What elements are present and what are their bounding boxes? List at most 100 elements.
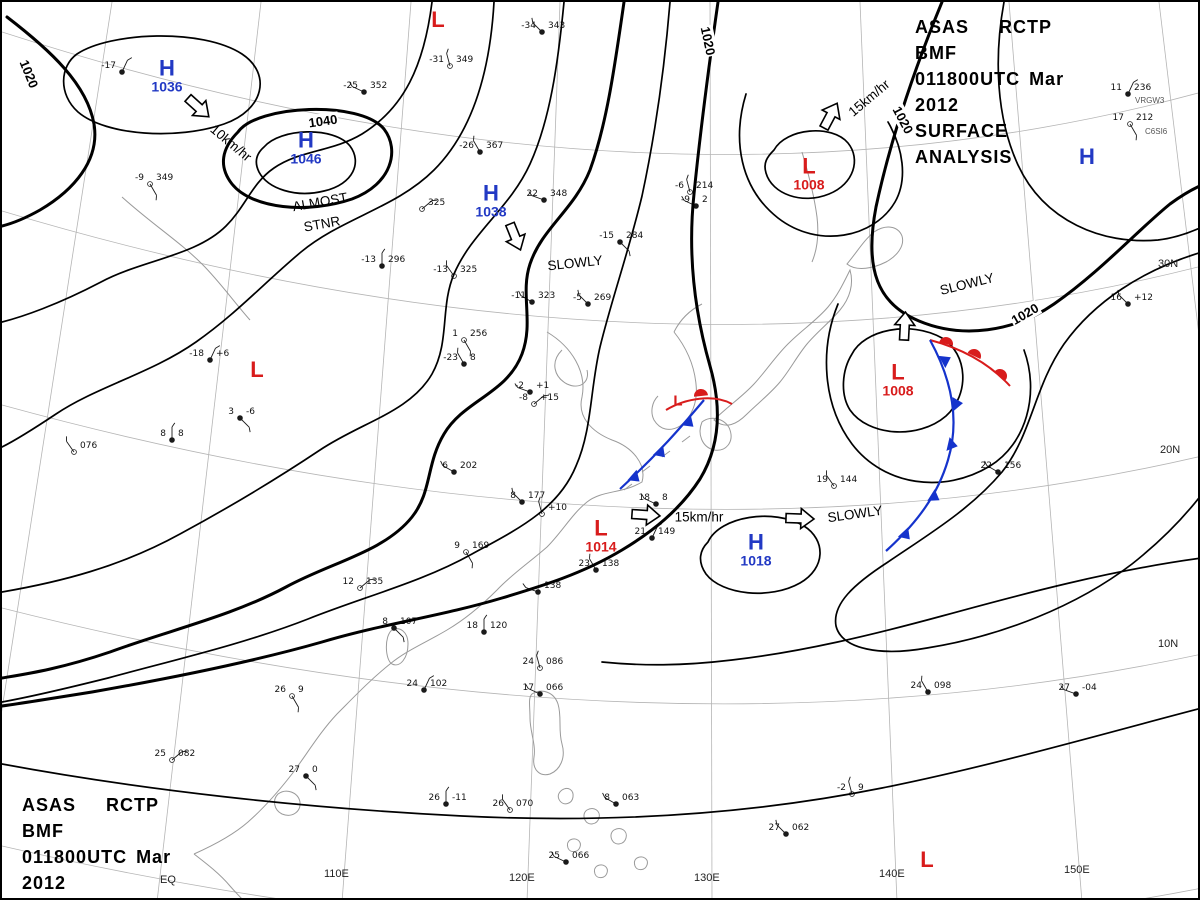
svg-text:+10: +10 (548, 503, 567, 513)
svg-text:149: 149 (658, 527, 675, 537)
svg-text:214: 214 (696, 181, 713, 191)
svg-text:-11: -11 (452, 793, 467, 803)
isobar (2, 15, 97, 228)
svg-text:8: 8 (604, 793, 610, 803)
svg-text:-34: -34 (521, 21, 536, 31)
station-plot: 22 156 (981, 460, 1021, 475)
svg-text:120: 120 (490, 621, 507, 631)
station-plot: 16 +12 (1111, 289, 1153, 307)
coastline (633, 856, 648, 871)
coastline (529, 690, 564, 776)
station-plot: -15 284 (599, 231, 643, 257)
isobar (222, 108, 394, 209)
svg-text:269: 269 (594, 293, 611, 303)
svg-text:169: 169 (472, 541, 489, 551)
station-plot: 23 138 (579, 553, 619, 573)
coastline (557, 787, 574, 805)
coastline-layer (121, 151, 904, 898)
isobar (834, 252, 1198, 653)
svg-text:144: 144 (840, 475, 857, 485)
station-plot: -18 +6 (189, 345, 230, 363)
station-plot: -2 +1 (514, 381, 549, 395)
svg-text:076: 076 (80, 441, 97, 451)
svg-text:343: 343 (548, 21, 565, 31)
svg-text:-13: -13 (433, 265, 448, 275)
svg-text:348: 348 (550, 189, 567, 199)
coastline (554, 349, 589, 387)
station-plot: -6 214 (675, 174, 713, 195)
station-plot: 27 -04 (1059, 683, 1097, 697)
warm-front-line (929, 339, 1011, 387)
motion-arrow (893, 310, 917, 342)
svg-text:25: 25 (155, 749, 166, 759)
cold-front-line (885, 339, 955, 552)
svg-text:26: 26 (429, 793, 441, 803)
svg-text:-31: -31 (429, 55, 444, 65)
station-plot: 17 212 (1113, 113, 1153, 141)
svg-text:27: 27 (769, 823, 780, 833)
station-plot: 12 135 (343, 577, 383, 591)
station-plot: -23 8 (443, 347, 476, 367)
svg-text:+12: +12 (1134, 293, 1153, 303)
svg-text:-15: -15 (599, 231, 614, 241)
coastline (801, 151, 819, 263)
svg-text:086: 086 (546, 657, 563, 667)
station-plot: 26 070 (493, 794, 533, 813)
svg-text:156: 156 (1004, 461, 1021, 471)
cold-front-triangle (938, 355, 951, 369)
station-plot: 24 102 (407, 675, 447, 693)
svg-text:8: 8 (178, 429, 184, 439)
coastline (623, 435, 691, 491)
svg-text:6: 6 (442, 461, 448, 471)
svg-text:236: 236 (1134, 83, 1151, 93)
svg-text:0: 0 (312, 765, 318, 775)
station-plot: 27 0 (289, 765, 318, 791)
svg-text:138: 138 (544, 581, 561, 591)
isobar (2, 2, 720, 708)
station-plot: 18 8 (639, 493, 668, 507)
cold-front-triangle (897, 527, 910, 540)
isobar (2, 2, 671, 703)
svg-text:12: 12 (343, 577, 354, 587)
svg-text:284: 284 (626, 231, 643, 241)
station-plot: -25 352 (343, 81, 387, 95)
svg-text:-26: -26 (459, 141, 474, 151)
svg-text:24: 24 (911, 681, 923, 691)
front-layer (619, 337, 1011, 552)
station-plot: 11 236 (1111, 79, 1151, 97)
motion-arrow (504, 221, 527, 252)
svg-text:25: 25 (549, 851, 560, 861)
isobar (255, 131, 357, 195)
cold-front-triangle (927, 489, 940, 501)
station-plot: 26 9 (275, 685, 304, 713)
isobar (738, 93, 904, 237)
station-plot: 18 120 (467, 614, 507, 635)
svg-text:138: 138 (602, 559, 619, 569)
svg-text:-25: -25 (343, 81, 358, 91)
svg-text:16: 16 (1111, 293, 1123, 303)
station-plot: -5 269 (573, 289, 611, 307)
station-plot: 17 066 (523, 683, 563, 697)
coastline (593, 864, 608, 879)
station-plot: -34 343 (521, 17, 565, 35)
svg-text:8: 8 (382, 617, 388, 627)
isobar-layer (2, 2, 1198, 820)
isobar (62, 35, 261, 135)
isobar (2, 2, 433, 323)
station-plot: 1 256 (452, 329, 487, 357)
station-plot: 8 177 (510, 487, 545, 505)
svg-text:22: 22 (981, 461, 992, 471)
motion-arrow (818, 102, 841, 132)
svg-text:063: 063 (622, 793, 639, 803)
station-plot: -26 367 (459, 135, 503, 155)
svg-text:8: 8 (470, 353, 476, 363)
svg-text:9: 9 (454, 541, 460, 551)
svg-text:323: 323 (538, 291, 555, 301)
svg-text:082: 082 (178, 749, 195, 759)
station-plot: 6 202 (440, 460, 477, 475)
